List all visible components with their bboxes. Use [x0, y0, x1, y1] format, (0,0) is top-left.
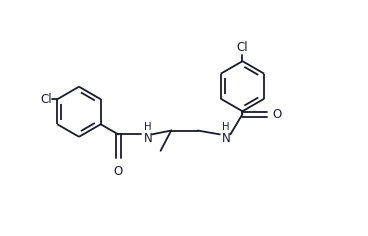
Text: H: H	[144, 122, 151, 132]
Text: O: O	[272, 108, 282, 121]
Text: H: H	[222, 122, 230, 132]
Text: Cl: Cl	[237, 42, 248, 55]
Text: Cl: Cl	[40, 93, 52, 106]
Text: O: O	[114, 165, 123, 178]
Text: N: N	[144, 132, 152, 145]
Text: N: N	[222, 132, 231, 145]
